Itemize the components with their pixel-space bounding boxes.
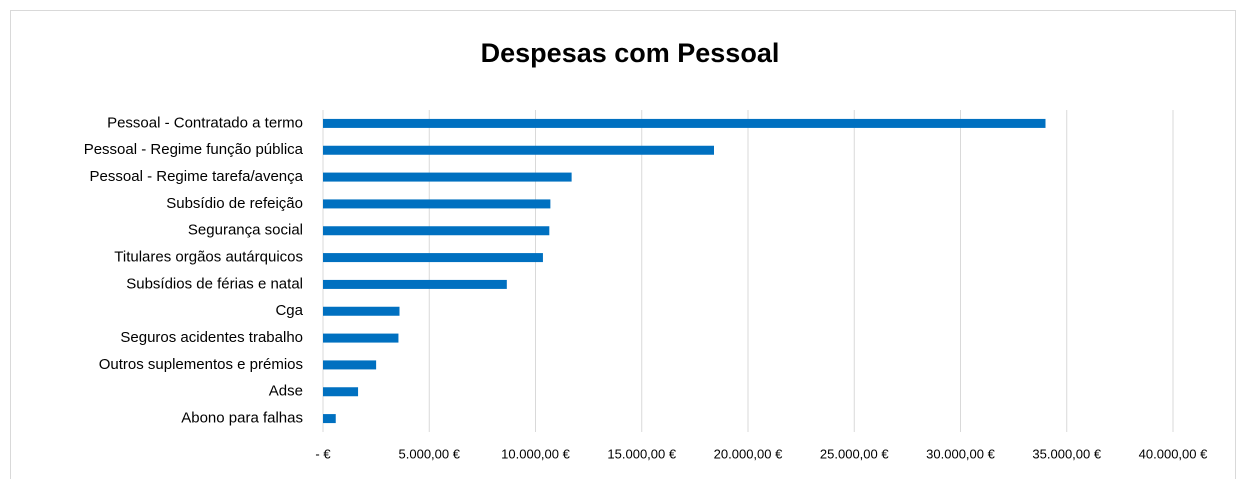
x-tick-label: 25.000,00 € <box>820 446 889 461</box>
x-tick-label: 20.000,00 € <box>714 446 783 461</box>
bar <box>323 306 400 316</box>
y-tick-label: Cga <box>275 302 303 319</box>
bar <box>323 118 1046 128</box>
y-tick-label: Segurança social <box>188 222 303 239</box>
x-tick-label: 15.000,00 € <box>607 446 676 461</box>
bar <box>323 172 572 182</box>
y-tick-label: Subsídio de refeição <box>166 195 303 212</box>
bar <box>323 360 377 370</box>
y-tick-label: Subsídios de férias e natal <box>126 275 303 292</box>
x-tick-label: 10.000,00 € <box>501 446 570 461</box>
bar <box>323 414 336 424</box>
y-tick-label: Pessoal - Contratado a termo <box>107 114 303 131</box>
y-tick-label: Pessoal - Regime tarefa/avença <box>90 168 304 185</box>
y-tick-label: Titulares orgãos autárquicos <box>114 249 303 266</box>
x-tick-label: 40.000,00 € <box>1139 446 1208 461</box>
x-tick-label: - € <box>315 446 331 461</box>
bar <box>323 279 507 289</box>
y-tick-label: Adse <box>269 383 303 400</box>
y-tick-label: Outros suplementos e prémios <box>99 356 303 373</box>
x-tick-label: 35.000,00 € <box>1032 446 1101 461</box>
bar <box>323 387 359 397</box>
chart-title: Despesas com Pessoal <box>481 38 780 68</box>
y-tick-label: Seguros acidentes trabalho <box>120 329 303 346</box>
chart-frame <box>10 10 1236 479</box>
y-tick-label: Abono para falhas <box>181 410 303 427</box>
y-tick-label: Pessoal - Regime função pública <box>84 141 304 158</box>
bar <box>323 226 550 236</box>
bar <box>323 333 399 343</box>
bar <box>323 199 551 209</box>
bar <box>323 253 543 263</box>
x-tick-label: 5.000,00 € <box>399 446 461 461</box>
x-tick-label: 30.000,00 € <box>926 446 995 461</box>
bar <box>323 145 714 155</box>
